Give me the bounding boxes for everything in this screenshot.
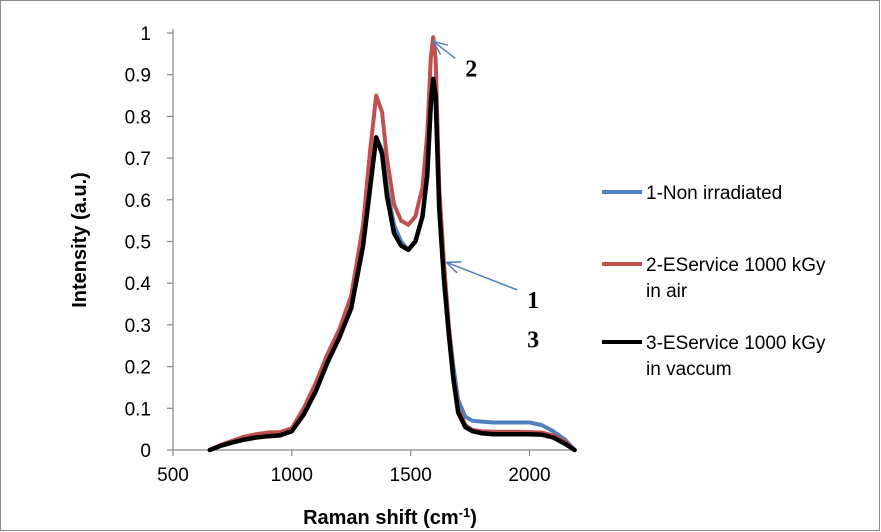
- x-axis-title-end: ): [470, 507, 477, 529]
- annotations: 2 1 3: [431, 40, 539, 353]
- legend-label-2: 2-EService 1000 kGy: [646, 255, 826, 276]
- y-tick-label: 0.5: [125, 233, 151, 254]
- y-tick-label: 0.1: [125, 399, 151, 420]
- y-tick-label: 0.3: [125, 316, 151, 337]
- x-axis-title-sup: -1: [459, 505, 471, 520]
- arrow-head: [431, 40, 449, 56]
- legend-label-2: in air: [646, 281, 688, 302]
- y-tick-label: 0.6: [125, 191, 151, 212]
- annotation-label: 3: [527, 327, 539, 353]
- legend: 1-Non irradiated 2-EService 1000 kGy in ai…: [602, 183, 826, 380]
- y-tick-label: 1: [140, 24, 151, 45]
- x-axis-title-main: Raman shift (cm: [303, 507, 459, 529]
- series-line-3: [207, 76, 577, 453]
- y-axis-title: Intensity (a.u.): [69, 172, 91, 308]
- series-line-1: [207, 76, 577, 452]
- series-line-2: [207, 35, 577, 452]
- y-tick-label: 0.8: [125, 107, 151, 128]
- annotation-arrow: [432, 40, 456, 60]
- legend-label-1: 1-Non irradiated: [646, 183, 782, 204]
- x-tick-label: 1000: [271, 465, 313, 486]
- x-axis-title: Raman shift (cm-1): [303, 505, 477, 530]
- y-tick-label: 0.7: [125, 149, 151, 170]
- annotation-label: 2: [465, 56, 477, 82]
- legend-label-3: in vaccum: [646, 359, 732, 380]
- x-tick-label: 1500: [390, 465, 432, 486]
- annotation-arrow: [446, 261, 518, 291]
- y-tick-label: 0.2: [125, 358, 151, 379]
- series-layer: [207, 35, 577, 453]
- y-tick-label: 0.4: [125, 274, 152, 295]
- y-tick-label: 0.9: [125, 66, 151, 87]
- x-tick-label: 500: [157, 465, 189, 486]
- legend-label-3: 3-EService 1000 kGy: [646, 333, 826, 354]
- x-tick-label: 2000: [508, 465, 550, 486]
- annotation-label: 1: [527, 288, 539, 314]
- y-tick-label: 0: [140, 441, 151, 462]
- arrow-head: [444, 261, 462, 274]
